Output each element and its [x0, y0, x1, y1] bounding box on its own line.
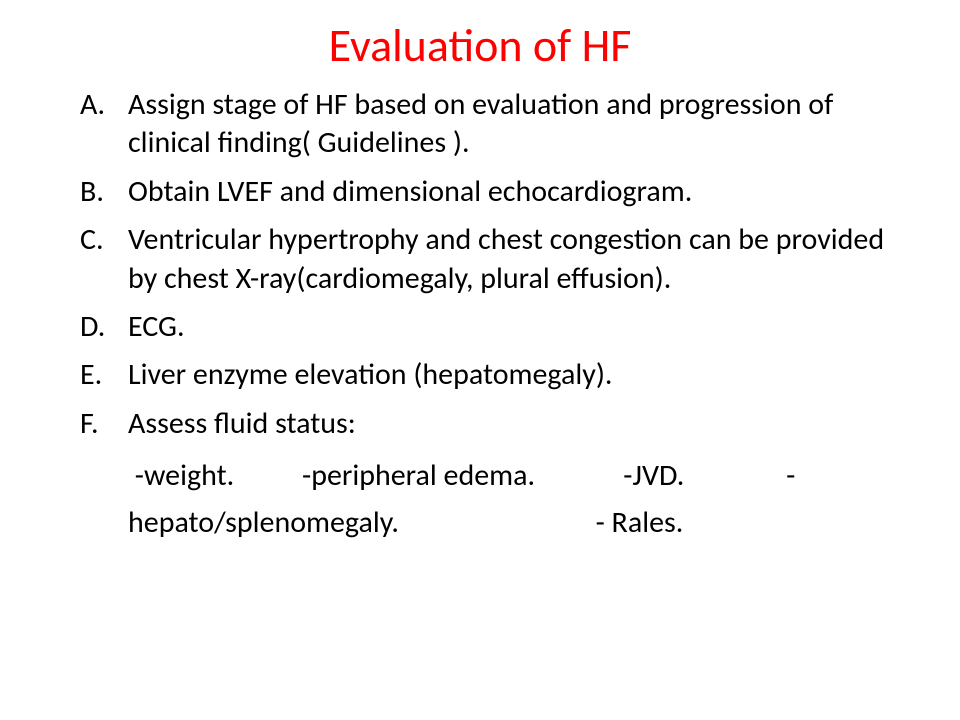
- list-marker: D.: [60, 308, 128, 346]
- evaluation-list: A. Assign stage of HF based on evaluatio…: [60, 86, 900, 443]
- list-text: Obtain LVEF and dimensional echocardiogr…: [128, 173, 900, 211]
- list-text: Assign stage of HF based on evaluation a…: [128, 86, 900, 163]
- list-marker: E.: [60, 356, 128, 394]
- slide-title: Evaluation of HF: [60, 18, 900, 74]
- slide: Evaluation of HF A. Assign stage of HF b…: [0, 0, 960, 720]
- list-item: C. Ventricular hypertrophy and chest con…: [60, 221, 900, 298]
- list-text: Assess fluid status:: [128, 405, 900, 443]
- list-item: B. Obtain LVEF and dimensional echocardi…: [60, 173, 900, 211]
- list-marker: F.: [60, 405, 128, 443]
- list-item: E. Liver enzyme elevation (hepatomegaly)…: [60, 356, 900, 394]
- list-text: Ventricular hypertrophy and chest conges…: [128, 221, 900, 298]
- list-marker: C.: [60, 221, 128, 298]
- list-marker: B.: [60, 173, 128, 211]
- list-item: D. ECG.: [60, 308, 900, 346]
- list-text: ECG.: [128, 308, 900, 346]
- list-item: F. Assess fluid status:: [60, 405, 900, 443]
- list-marker: A.: [60, 86, 128, 163]
- list-text: Liver enzyme elevation (hepatomegaly).: [128, 356, 900, 394]
- list-item: A. Assign stage of HF based on evaluatio…: [60, 86, 900, 163]
- sub-items: -weight. -peripheral edema. -JVD. -hepat…: [128, 453, 900, 546]
